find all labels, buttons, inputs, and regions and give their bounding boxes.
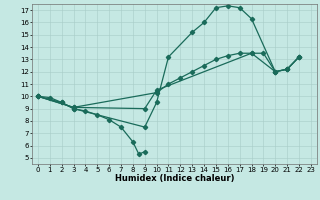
X-axis label: Humidex (Indice chaleur): Humidex (Indice chaleur) [115, 174, 234, 183]
